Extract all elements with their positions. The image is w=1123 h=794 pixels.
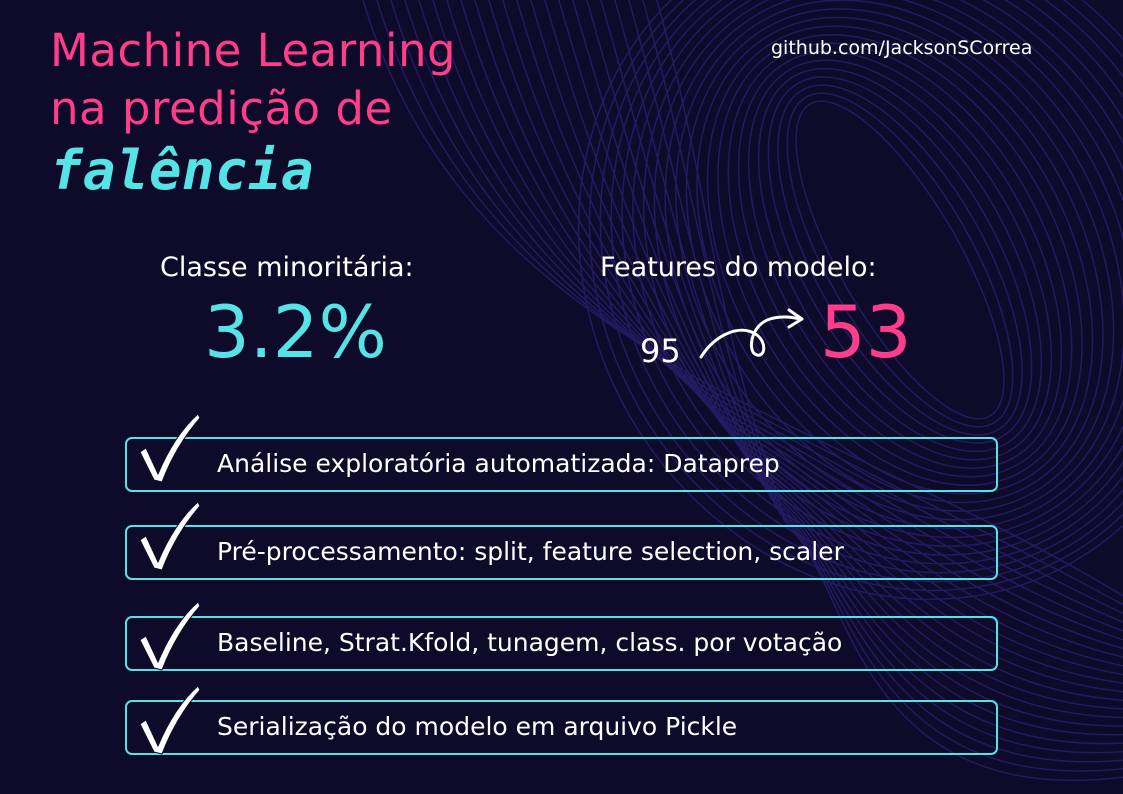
wave-ring [717,34,1083,486]
wave-ring [621,0,1123,565]
minority-class-label: Classe minoritária: [160,252,414,283]
wave-line [642,0,1123,772]
wave-ring [706,25,1094,495]
wave-ring [685,8,1115,512]
minority-class-value: 3.2% [204,290,387,374]
curly-arrow-icon [699,308,804,359]
wave-ring [599,0,1123,583]
title-line-1: Machine Learning [50,24,457,77]
checkmark-icon [139,601,201,671]
wave-line [600,0,1123,745]
wave-ring [737,51,1063,469]
wave-ring [786,92,1014,428]
wave-ring [577,0,1123,601]
wave-ring [653,0,1123,539]
checklist-item-label: Serialização do modelo em arquivo Pickle [217,712,738,741]
checklist-item-label: Análise exploratória automatizada: Datap… [217,449,780,478]
wave-ring [757,67,1043,453]
wave-line [628,0,1123,763]
wave-ring [795,100,1005,420]
wave-ring [727,42,1073,478]
checklist-item-label: Baseline, Strat.Kfold, tunagem, class. p… [217,628,843,657]
page-title: Machine Learning na predição de falência [50,22,456,204]
wave-ring [632,0,1123,556]
wave-ring [588,0,1123,592]
checklist-item: Serialização do modelo em arquivo Pickle [125,700,998,755]
checklist-item: Pré-processamento: split, feature select… [125,525,998,580]
title-line-2: na predição de [50,82,393,135]
wave-line [376,0,1123,606]
wave-ring [642,0,1123,547]
checklist-item: Análise exploratória automatizada: Datap… [125,437,998,492]
wave-ring [696,16,1104,504]
wave-line [390,0,1123,615]
wave-ring [675,0,1123,521]
features-label: Features do modelo: [600,252,877,283]
wave-ring [767,76,1033,444]
wave-line [656,0,1123,782]
features-from: 95 [640,332,681,370]
checkmark-icon [139,413,201,483]
wave-ring [777,84,1023,436]
checkmark-icon [139,501,201,571]
wave-line [614,0,1123,754]
features-to: 53 [820,290,912,374]
wave-ring [747,59,1053,461]
wave-line [362,0,1123,597]
wave-line [586,0,1123,736]
wave-line [516,0,1123,693]
title-keyword: falência [50,139,315,202]
checklist-item-label: Pré-processamento: split, feature select… [217,537,844,566]
checklist-item: Baseline, Strat.Kfold, tunagem, class. p… [125,616,998,671]
checkmark-icon [139,685,201,755]
github-link[interactable]: github.com/JacksonSCorrea [771,37,1033,59]
wave-ring [610,0,1123,574]
wave-ring [664,0,1123,530]
